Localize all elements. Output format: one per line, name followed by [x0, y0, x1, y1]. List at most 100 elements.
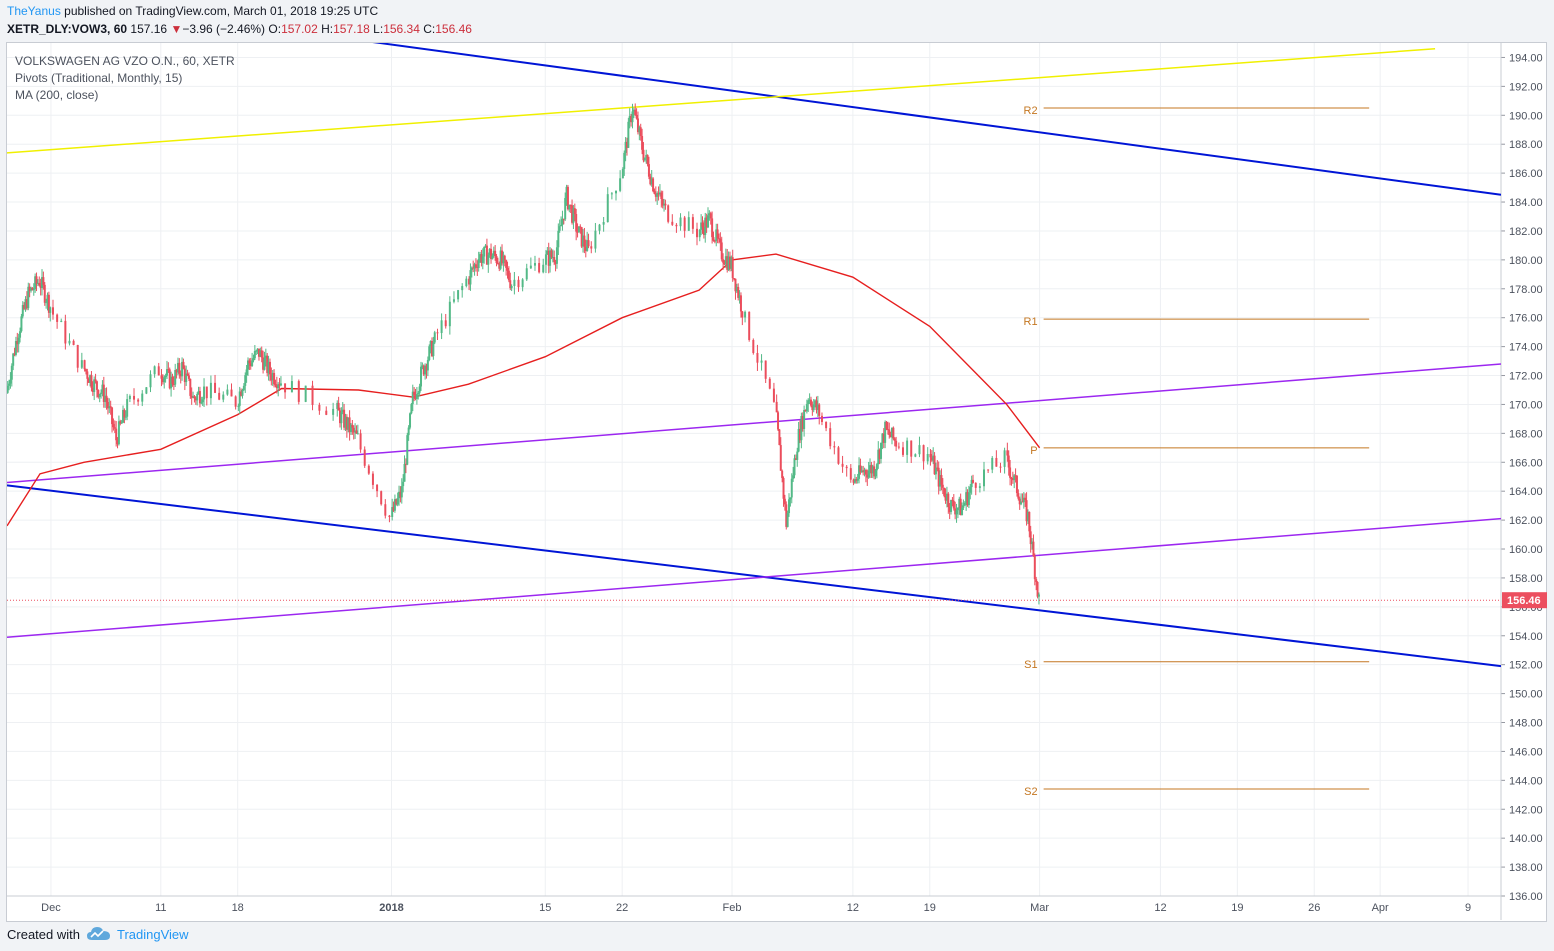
candle-up: [49, 306, 52, 322]
y-tick-label: 188.00: [1509, 139, 1543, 151]
legend-ma[interactable]: MA (200, close): [15, 88, 99, 102]
candle-up: [638, 125, 641, 141]
candle-body: [874, 470, 877, 477]
candle-down: [584, 239, 587, 258]
candle-body: [491, 255, 494, 260]
candle-up: [174, 363, 177, 387]
candle-down: [972, 474, 975, 484]
candle-down: [28, 283, 31, 298]
candle-up: [264, 348, 267, 367]
candle-body: [271, 372, 274, 381]
legend-title[interactable]: VOLKSWAGEN AG VZO O.N., 60, XETR: [15, 54, 235, 68]
x-tick-label: Feb: [723, 902, 742, 914]
candle-down: [436, 328, 439, 340]
candle-body: [568, 204, 571, 210]
candle-down: [47, 291, 50, 318]
candle-body: [788, 499, 791, 514]
candle-down: [474, 258, 477, 272]
candle-down: [639, 123, 642, 141]
candle-body: [1014, 475, 1017, 477]
candle-body: [203, 386, 206, 400]
candle-body: [575, 214, 578, 232]
candle-up: [805, 399, 808, 414]
candle-up: [926, 447, 929, 465]
footer: Created with TradingView: [0, 922, 1554, 951]
candle-up: [470, 266, 473, 278]
candle-body: [863, 469, 866, 473]
chart-frame[interactable]: [6, 42, 1547, 922]
candle-down: [661, 190, 664, 209]
candle-down: [646, 154, 649, 167]
candle-down: [987, 469, 990, 474]
candle-down: [590, 241, 593, 254]
tradingview-link[interactable]: TradingView: [117, 927, 189, 942]
y-tick-label: 162.00: [1509, 515, 1543, 527]
tradingview-cloud-icon[interactable]: [86, 924, 112, 944]
candle-body: [571, 205, 574, 223]
legend-pivots[interactable]: Pivots (Traditional, Monthly, 15): [15, 71, 183, 85]
candle-body: [926, 454, 929, 462]
candle-down: [642, 142, 645, 163]
candle-down: [713, 239, 716, 244]
candle-body: [356, 433, 359, 435]
candle-up: [19, 327, 22, 343]
candle-body: [436, 332, 439, 334]
candle-down: [878, 448, 881, 465]
candle-down: [190, 387, 193, 405]
candle-body: [716, 229, 719, 239]
candle-body: [829, 428, 832, 447]
candle-up: [344, 413, 347, 432]
candle-body: [719, 238, 722, 243]
candle-body: [886, 429, 889, 431]
candle-up: [557, 223, 560, 256]
candle-up: [1026, 509, 1029, 525]
candle-up: [499, 246, 502, 271]
last-price: 157.16: [130, 22, 168, 36]
created-with-text: Created with: [7, 927, 80, 942]
candle-up: [491, 253, 494, 260]
candle-body: [237, 405, 240, 407]
candle-body: [553, 257, 556, 263]
candle-body: [68, 340, 71, 344]
candle-up: [877, 441, 880, 469]
y-tick-label: 146.00: [1509, 746, 1543, 758]
candle-body: [933, 455, 936, 475]
candle-up: [251, 352, 254, 367]
candle-body: [168, 369, 171, 389]
candle-up: [663, 198, 666, 212]
candle-body: [325, 410, 328, 415]
candle-up: [744, 310, 747, 323]
candle-body: [267, 361, 270, 374]
candle-body: [112, 424, 115, 428]
candle-body: [564, 198, 567, 220]
candle-down: [1006, 442, 1009, 462]
candle-up: [932, 447, 935, 465]
candle-down: [748, 311, 751, 342]
candle-body: [28, 286, 31, 291]
last-price-tag-label: 156.46: [1507, 595, 1541, 607]
candle-body: [995, 457, 998, 467]
trendline-0: [372, 43, 1501, 196]
author-link[interactable]: TheYanus: [7, 4, 61, 18]
candle-body: [14, 341, 17, 355]
candle-body: [161, 378, 164, 383]
candle-down: [1024, 493, 1027, 507]
candle-body: [189, 378, 192, 396]
candle-up: [242, 383, 245, 391]
candle-body: [165, 369, 168, 376]
candle-down: [186, 369, 189, 377]
candle-down: [538, 257, 541, 274]
candle-body: [415, 394, 418, 399]
grid: 136.00 138.00 140.00 142.00 144.00 146.00 148.…: [7, 42, 1543, 920]
candle-body: [12, 353, 15, 366]
candle-down: [72, 339, 75, 346]
candle-up: [858, 457, 861, 484]
candle-body: [93, 379, 96, 392]
candle-up: [80, 352, 83, 369]
x-tick-label: Mar: [1030, 902, 1049, 914]
y-tick-label: 150.00: [1509, 689, 1543, 701]
candle-body: [860, 470, 863, 473]
candle-up: [551, 249, 554, 263]
y-tick-label: 168.00: [1509, 428, 1543, 440]
